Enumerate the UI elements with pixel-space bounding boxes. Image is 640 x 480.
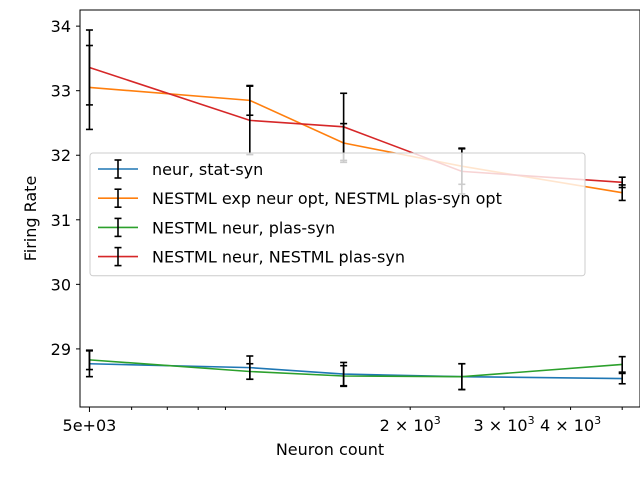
x-tick-label: 5e+03: [63, 416, 117, 435]
legend-label: NESTML exp neur opt, NESTML plas-syn opt: [152, 189, 502, 208]
plot-frame: [79, 9, 640, 408]
x-axis-label: Neuron count: [276, 440, 384, 459]
y-tick-label: 30: [51, 275, 71, 294]
x-tick-label: 3 × 103: [473, 414, 534, 435]
legend-box: [89, 152, 586, 277]
y-tick-label: 31: [51, 211, 71, 230]
y-tick-label: 29: [51, 340, 71, 359]
x-tick-label: 2 × 103: [380, 414, 441, 435]
legend-label: NESTML neur, plas-syn: [152, 218, 335, 237]
legend-label: neur, stat-syn: [152, 160, 263, 179]
y-axis-label: Firing Rate: [21, 176, 40, 262]
y-tick-label: 32: [51, 146, 71, 165]
axis-ticks: 29 30 31 32 33 34 5e+03 2 × 103 3 × 103 4 × 103: [51, 17, 623, 435]
y-tick-label: 34: [51, 17, 71, 36]
legend-label: NESTML neur, NESTML plas-syn: [152, 248, 405, 267]
y-tick-label: 33: [51, 82, 71, 101]
x-tick-label: 4 × 103: [540, 414, 601, 435]
legend: neur, stat-syn NESTML exp neur opt, NESTM…: [89, 152, 586, 277]
